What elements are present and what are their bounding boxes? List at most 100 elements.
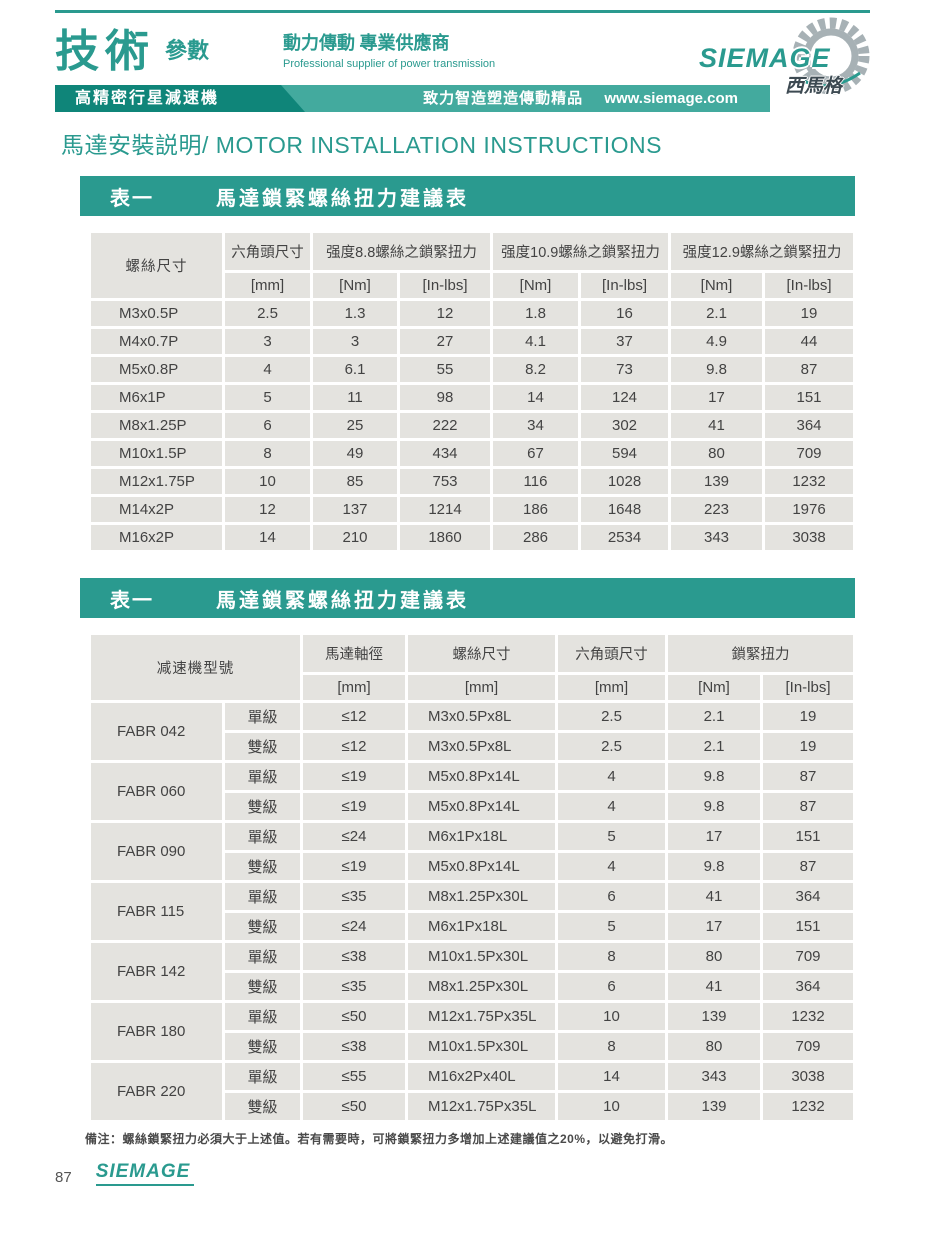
gearbox-model-cell: FABR 142 <box>88 940 225 1003</box>
value-cell: ≤24 <box>300 910 408 943</box>
table-row: M14x2P 12 137 1214 186 1648 223 1976 <box>88 494 857 525</box>
table-row: M10x1.5P 8 49 434 67 594 80 709 <box>88 438 857 469</box>
value-cell: ≤55 <box>300 1060 408 1093</box>
value-cell: ≤38 <box>300 940 408 973</box>
value-cell: 222 <box>397 410 493 441</box>
screw-size-cell: M12x1.75Px35L <box>405 1090 558 1123</box>
screw-size-cell: M8x1.25P <box>88 410 225 441</box>
value-cell: 2.5 <box>555 700 668 733</box>
value-cell: 1648 <box>577 494 672 525</box>
value-cell: 9.8 <box>665 760 763 793</box>
value-cell: 98 <box>397 382 493 413</box>
screw-size-cell: M8x1.25Px30L <box>405 970 558 1003</box>
unit-inlbs: [In-lbs] <box>762 270 857 301</box>
value-cell: 139 <box>668 466 766 497</box>
value-cell: ≤38 <box>300 1030 408 1063</box>
value-cell: ≤24 <box>300 820 408 853</box>
col-screw-size: 螺絲尺寸 <box>88 230 225 301</box>
table-row: M6x1P 5 11 98 14 124 17 151 <box>88 382 857 413</box>
value-cell: 17 <box>665 820 763 853</box>
value-cell: 2.1 <box>665 700 763 733</box>
siemage-logo: SIEMAGE 西馬格 <box>697 15 882 101</box>
screw-size-cell: M3x0.5Px8L <box>405 700 558 733</box>
table1-bar-label: 表一 <box>110 187 154 210</box>
value-cell: 10 <box>222 466 313 497</box>
value-cell: 9.8 <box>665 850 763 883</box>
gearbox-model-cell: FABR 115 <box>88 880 225 943</box>
value-cell: ≤19 <box>300 850 408 883</box>
value-cell: 343 <box>668 522 766 553</box>
table1-bar-title: 馬達鎖緊螺絲扭力建議表 <box>216 187 469 210</box>
value-cell: 151 <box>760 910 856 943</box>
value-cell: 6 <box>555 880 668 913</box>
stage-cell: 單級 <box>222 820 303 853</box>
value-cell: 41 <box>665 880 763 913</box>
screw-size-cell: M10x1.5Px30L <box>405 940 558 973</box>
value-cell: 41 <box>665 970 763 1003</box>
stage-cell: 單級 <box>222 700 303 733</box>
page-number: 87 <box>55 1169 72 1186</box>
value-cell: 8 <box>555 1030 668 1063</box>
table-row: 雙級 ≤38 M10x1.5Px30L 8 80 709 <box>90 1030 856 1063</box>
value-cell: 2534 <box>577 522 672 553</box>
value-cell: ≤12 <box>300 700 408 733</box>
table-row: FABR 180 單級 ≤50 M12x1.75Px35L 10 139 1232 <box>88 1000 856 1063</box>
col-hex-size: 六角頭尺寸 <box>222 230 313 273</box>
value-cell: 1232 <box>760 1000 856 1033</box>
table2-bar-label: 表一 <box>110 589 154 612</box>
value-cell: 364 <box>760 970 856 1003</box>
value-cell: 5 <box>222 382 313 413</box>
value-cell: 11 <box>310 382 400 413</box>
col-shaft-dia: 馬達軸徑 <box>300 632 408 675</box>
stage-cell: 單級 <box>222 880 303 913</box>
value-cell: 10 <box>555 1000 668 1033</box>
screw-size-cell: M16x2P <box>88 522 225 553</box>
value-cell: 223 <box>668 494 766 525</box>
section-table2: 表一 馬達鎖緊螺絲扭力建議表 减速機型號 馬達軸徑 螺絲尺寸 六角頭尺寸 鎖緊扭… <box>80 578 856 1123</box>
value-cell: 4 <box>555 790 668 823</box>
value-cell: 1.3 <box>310 298 400 329</box>
stage-cell: 單級 <box>222 760 303 793</box>
value-cell: 594 <box>577 438 672 469</box>
logo-wordmark: SIEMAGE <box>699 43 831 73</box>
value-cell: 1232 <box>760 1090 856 1123</box>
value-cell: 25 <box>310 410 400 441</box>
value-cell: 343 <box>665 1060 763 1093</box>
table-row: M12x1.75P 10 85 753 116 1028 139 1232 <box>88 466 857 497</box>
header-banner: 高精密行星減速機 致力智造塑造傳動精品 www.siemage.com <box>55 85 770 112</box>
value-cell: 364 <box>762 410 857 441</box>
value-cell: 16 <box>577 298 672 329</box>
col-hex-size: 六角頭尺寸 <box>555 632 668 675</box>
value-cell: 80 <box>668 438 766 469</box>
value-cell: 37 <box>577 326 672 357</box>
value-cell: 80 <box>665 940 763 973</box>
value-cell: 34 <box>490 410 581 441</box>
value-cell: 80 <box>665 1030 763 1063</box>
value-cell: ≤35 <box>300 880 408 913</box>
value-cell: 186 <box>490 494 581 525</box>
banner-right: 致力智造塑造傳動精品 www.siemage.com <box>423 85 770 112</box>
footnote: 備注：螺絲鎖緊扭力必須大于上述值。若有需要時，可將鎖緊扭力多增加上述建議值之20… <box>85 1132 674 1146</box>
table-row: M3x0.5P 2.5 1.3 12 1.8 16 2.1 19 <box>88 298 857 329</box>
table1-body: M3x0.5P 2.5 1.3 12 1.8 16 2.1 19 M4x0.7P 3 3 27 4.1 3… <box>88 298 857 553</box>
screw-size-cell: M12x1.75Px35L <box>405 1000 558 1033</box>
value-cell: 151 <box>762 382 857 413</box>
stage-cell: 雙級 <box>222 970 303 1003</box>
value-cell: 753 <box>397 466 493 497</box>
banner-slogan: 致力智造塑造傳動精品 <box>423 90 584 107</box>
col-grade-88: 强度8.8螺絲之鎖緊扭力 <box>310 230 493 273</box>
page-footer: 87 SIEMAGE <box>55 1161 870 1186</box>
unit-mm: [mm] <box>405 672 558 703</box>
screw-size-cell: M16x2Px40L <box>405 1060 558 1093</box>
value-cell: ≤19 <box>300 760 408 793</box>
value-cell: 6 <box>222 410 313 441</box>
value-cell: 124 <box>577 382 672 413</box>
value-cell: 19 <box>760 730 856 763</box>
value-cell: 6.1 <box>310 354 400 385</box>
section-table1: 表一 馬達鎖緊螺絲扭力建議表 螺絲尺寸 六角頭尺寸 强度8.8螺絲之鎖緊扭力 强… <box>80 176 857 553</box>
value-cell: 44 <box>762 326 857 357</box>
value-cell: 709 <box>760 940 856 973</box>
table-row: FABR 220 單級 ≤55 M16x2Px40L 14 343 3038 <box>88 1060 856 1123</box>
gearbox-model-cell: FABR 090 <box>88 820 225 883</box>
value-cell: 87 <box>760 760 856 793</box>
